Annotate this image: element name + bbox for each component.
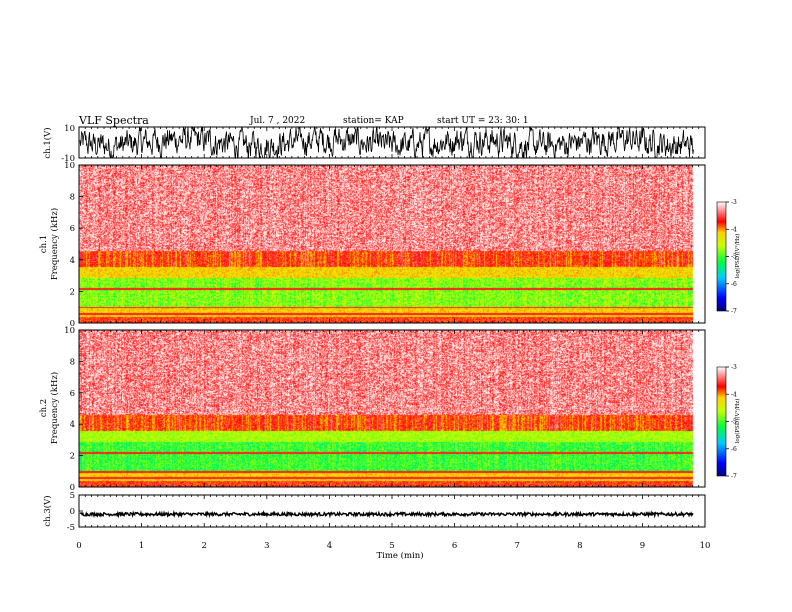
ch1-spectrogram-panel: 0 2 4 6 8 10 ch.1 Frequency (kHz): [39, 161, 706, 329]
ch2-spec-ytick: 2: [70, 452, 75, 462]
ch2-colorbar-tick: -4: [731, 391, 737, 398]
ch1-ytick-top: 10: [64, 124, 75, 134]
figure-title: VLF Spectra: [78, 114, 149, 127]
x-tick-label: 9: [640, 541, 645, 551]
ch1-spec-ytick: 0: [70, 319, 75, 329]
ch2-colorbar-tick: -7: [731, 473, 737, 480]
x-tick-label: 2: [201, 541, 206, 551]
ch3-ytick: 0: [70, 507, 75, 517]
x-tick-label: 5: [389, 541, 394, 551]
x-tick-label: 3: [264, 541, 269, 551]
ch2-colorbar-label: log(PSD)(V²/Hz): [734, 399, 741, 444]
ch1-spec-ylabel-line2: Frequency (kHz): [49, 208, 60, 280]
ch1-spec-ytick: 4: [70, 256, 75, 266]
ch1-ytick-bottom: -10: [61, 154, 75, 164]
x-tick-label: 10: [700, 541, 711, 551]
ch2-spec-ytick: 8: [70, 357, 75, 367]
ch1-spectrogram-image: [79, 165, 705, 323]
ch2-spectrogram-image: [79, 330, 705, 487]
ch2-colorbar-tick: -5: [731, 419, 737, 426]
ch1-colorbar-tick: -4: [731, 226, 737, 233]
ch2-colorbar-tick: -6: [731, 446, 737, 453]
ch1-colorbar-label: log(PSD)(V²/Hz): [734, 234, 741, 279]
ch1-spec-ylabel-line1: ch.1: [39, 235, 49, 253]
ch3-waveform-trace: [79, 509, 694, 519]
ch1-spec-ytick: 8: [70, 193, 75, 203]
ch2-spec-ytick: 10: [64, 326, 75, 336]
ch1-ylabel: ch.1(V): [42, 127, 53, 158]
x-tick-label: 8: [577, 541, 582, 551]
x-tick-label: 4: [327, 541, 332, 551]
ch2-spec-ytick: 4: [70, 420, 75, 430]
ch1-spec-ytick: 2: [70, 287, 75, 297]
ch1-spec-ytick: 10: [64, 161, 75, 171]
x-axis-label: Time (min): [376, 550, 423, 561]
ch2-spec-ytick: 6: [70, 389, 75, 399]
ch3-ytick: 5: [70, 491, 75, 501]
ch1-colorbar: -3 -4 -5 -6 -7 log(PSD)(V²/Hz): [716, 199, 741, 315]
ch1-colorbar-tick: -6: [731, 281, 737, 288]
ch2-colorbar-tick: -3: [731, 364, 737, 371]
x-tick-label: 6: [452, 541, 457, 551]
x-tick-label: 7: [514, 541, 519, 551]
x-tick-label: 1: [139, 541, 144, 551]
ch1-colorbar-tick: -7: [731, 308, 737, 315]
start-time-label: start UT = 23: 30: 1: [437, 116, 529, 126]
x-tick-label: 0: [76, 541, 81, 551]
ch2-spec-ylabel-line1: ch.2: [39, 399, 49, 417]
station-label: station= KAP: [343, 116, 404, 126]
ch1-colorbar-tick: -3: [731, 199, 737, 206]
date-label: Jul. 7 , 2022: [249, 116, 305, 126]
ch2-spectrogram-panel: 0 2 4 6 8 10 ch.2 Frequency (kHz): [39, 326, 706, 493]
ch2-spec-ylabel-line2: Frequency (kHz): [49, 372, 60, 444]
ch2-colorbar: -3 -4 -5 -6 -7 log(PSD)(V²/Hz): [716, 364, 741, 480]
ch2-spec-ytick: 0: [70, 483, 75, 493]
ch3-ylabel: ch.3(V): [42, 495, 53, 526]
ch1-spec-ytick: 6: [70, 224, 75, 234]
ch3-ytick: -5: [67, 523, 75, 533]
ch1-colorbar-tick: -5: [731, 254, 737, 261]
ch1-waveform-trace: [79, 125, 694, 160]
